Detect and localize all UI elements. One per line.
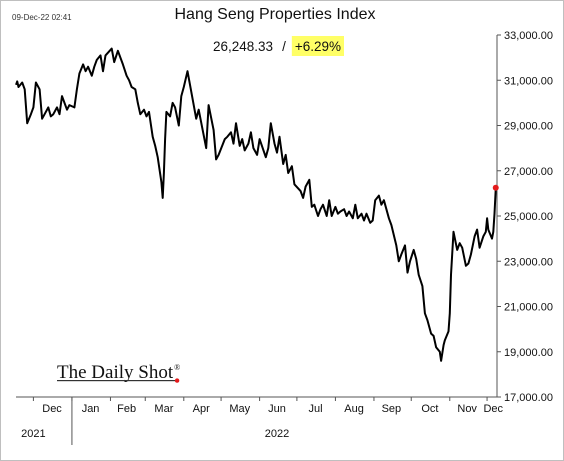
x-month-label: Mar [154, 403, 173, 415]
x-month-label: Sep [382, 403, 402, 415]
x-month-label: Oct [421, 403, 438, 415]
y-tick-label: 19,000.00 [504, 347, 553, 359]
x-month-label: Apr [193, 403, 210, 415]
x-axis: Dec Jan Feb Mar Apr May Jun Jul Aug Sep Oct Nov Dec 2… [16, 396, 504, 445]
brand-logo-text: The Daily Shot [57, 362, 174, 383]
y-tick-label: 17,000.00 [504, 392, 553, 404]
timestamp: 09-Dec-22 02:41 [12, 13, 72, 22]
x-month-label: Feb [117, 403, 136, 415]
x-month-label: May [229, 403, 250, 415]
y-tick-label: 33,000.00 [504, 30, 553, 42]
change-label: +6.29% [295, 39, 341, 54]
x-month-label: Dec [483, 403, 503, 415]
y-tick-label: 27,000.00 [504, 166, 553, 178]
y-tick-label: 21,000.00 [504, 302, 553, 314]
chart-title: Hang Seng Properties Index [174, 6, 375, 23]
brand-dot [174, 378, 180, 383]
x-month-label: Jan [82, 403, 100, 415]
y-axis: 17,000.00 19,000.00 21,000.00 23,000.00 25,0… [496, 30, 553, 404]
series-group [15, 47, 499, 362]
series-line [15, 47, 497, 362]
x-month-label: Dec [42, 403, 62, 415]
x-month-label: Aug [344, 403, 364, 415]
change-highlight [291, 36, 344, 56]
last-value-label: 26,248.33 [213, 39, 273, 54]
value-separator: / [282, 39, 286, 54]
brand-underline [57, 380, 176, 382]
x-year-label: 2021 [21, 428, 45, 440]
x-month-label: Nov [457, 403, 477, 415]
x-month-label: Jun [268, 403, 286, 415]
registered-mark: ® [174, 363, 180, 372]
y-tick-label: 23,000.00 [504, 256, 553, 268]
y-tick-label: 25,000.00 [504, 211, 553, 223]
x-year-label: 2022 [265, 428, 289, 440]
y-tick-label: 29,000.00 [504, 121, 553, 133]
y-tick-label: 31,000.00 [504, 75, 553, 87]
last-point-marker [492, 184, 499, 191]
x-month-label: Jul [309, 403, 323, 415]
